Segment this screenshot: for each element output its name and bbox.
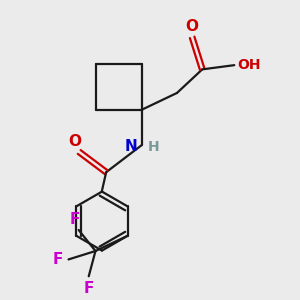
Text: OH: OH bbox=[237, 58, 260, 72]
Text: O: O bbox=[68, 134, 82, 148]
Text: F: F bbox=[70, 212, 80, 226]
Text: F: F bbox=[83, 280, 94, 296]
Text: F: F bbox=[53, 252, 63, 267]
Text: H: H bbox=[148, 140, 159, 154]
Text: O: O bbox=[186, 19, 199, 34]
Text: N: N bbox=[124, 140, 137, 154]
